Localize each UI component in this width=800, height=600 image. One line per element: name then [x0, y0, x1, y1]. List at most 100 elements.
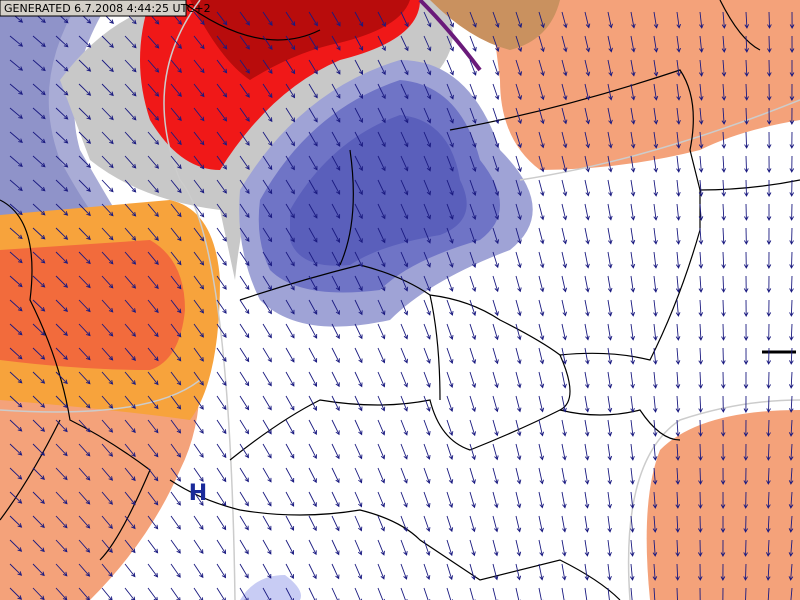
wind-arrow — [32, 179, 46, 192]
wind-arrow — [124, 371, 136, 385]
wind-arrow — [538, 155, 545, 173]
wind-arrow — [9, 563, 23, 576]
wind-arrow — [561, 371, 567, 389]
wind-arrow — [239, 491, 249, 507]
wind-arrow — [675, 419, 681, 437]
wind-arrow — [423, 275, 431, 292]
header-box — [0, 0, 187, 17]
wind-arrow — [744, 83, 749, 101]
wind-arrow — [766, 491, 771, 509]
wind-arrow — [515, 83, 523, 101]
wind-arrow — [400, 419, 408, 436]
wind-arrow — [653, 179, 658, 197]
wind-arrow — [400, 155, 409, 172]
wind-arrow — [698, 83, 704, 101]
wind-arrow — [469, 587, 476, 600]
wind-arrow — [790, 587, 793, 600]
wind-arrow — [193, 251, 205, 266]
wind-arrow — [788, 443, 794, 461]
wind-arrow — [607, 467, 613, 485]
wind-arrow — [630, 107, 636, 125]
wind-arrow — [331, 83, 341, 99]
wind-arrow — [538, 299, 545, 317]
wind-arrow — [400, 443, 408, 460]
wind-arrow — [630, 59, 636, 77]
wind-arrow — [124, 443, 136, 458]
wind-arrow — [469, 323, 477, 341]
wind-arrow — [675, 467, 681, 485]
wind-arrow — [423, 299, 431, 316]
wind-arrow — [170, 107, 182, 122]
wind-arrow — [538, 443, 545, 461]
wind-arrow — [423, 11, 432, 28]
wind-arrow — [354, 539, 363, 556]
wind-arrow — [55, 35, 69, 48]
wind-arrow — [446, 251, 454, 268]
wind-arrow — [78, 227, 91, 241]
wind-arrow — [400, 275, 409, 292]
wind-arrow — [193, 35, 205, 50]
wind-arrow — [170, 443, 182, 458]
wind-arrow — [630, 179, 636, 197]
wind-arrow — [354, 275, 363, 292]
wind-arrow — [216, 275, 227, 290]
wind-arrow — [630, 323, 636, 341]
wind-arrow — [744, 155, 749, 173]
wind-arrow — [492, 419, 499, 437]
wind-arrow — [262, 59, 273, 75]
wind-arrow — [216, 371, 227, 387]
wind-arrow — [239, 371, 250, 387]
wind-arrow — [101, 227, 114, 241]
wind-arrow — [767, 59, 772, 77]
wind-arrow — [675, 491, 681, 509]
wind-arrow — [788, 539, 794, 557]
wind-arrow — [193, 179, 205, 194]
wind-arrow — [789, 155, 795, 173]
wind-arrow — [377, 131, 386, 148]
wind-arrow — [216, 587, 226, 600]
wind-arrow — [515, 563, 522, 581]
wind-arrow — [216, 323, 227, 338]
wind-arrow — [400, 299, 409, 316]
wind-arrow — [78, 395, 91, 409]
wind-arrow — [561, 83, 568, 101]
wind-arrow — [743, 443, 749, 461]
wind-arrow — [9, 275, 23, 288]
wind-arrow — [331, 443, 340, 460]
wind-arrow — [354, 467, 363, 484]
wind-arrow — [331, 299, 340, 316]
wind-arrow — [170, 35, 182, 49]
wind-arrow — [354, 371, 363, 388]
wind-arrow — [147, 59, 160, 73]
wind-arrow — [515, 419, 522, 437]
wind-arrow — [584, 59, 591, 77]
wind-arrow — [285, 467, 295, 483]
wind-arrow — [561, 539, 567, 557]
wind-arrow — [400, 491, 408, 508]
wind-arrow — [147, 347, 159, 362]
wind-arrow — [515, 371, 522, 389]
wind-arrow — [607, 179, 613, 197]
wind-arrow — [32, 371, 46, 384]
wind-arrow — [538, 227, 545, 245]
wind-arrow — [721, 131, 727, 149]
wind-arrow — [446, 395, 454, 413]
wind-arrow — [492, 323, 499, 341]
wind-arrow — [170, 179, 182, 194]
wind-arrow — [423, 515, 431, 532]
wind-arrow — [170, 563, 181, 578]
wind-arrow — [446, 299, 454, 316]
wind-arrow — [124, 83, 137, 97]
wind-arrow — [652, 467, 658, 485]
wind-arrow — [607, 275, 613, 293]
border — [0, 199, 151, 561]
wind-arrow — [492, 131, 500, 149]
wind-arrow — [101, 491, 113, 505]
wind-arrow — [561, 467, 567, 485]
wind-arrow — [538, 251, 545, 269]
wind-arrow — [492, 563, 499, 581]
wind-arrow — [32, 251, 46, 264]
wind-arrow — [446, 11, 455, 28]
wind-arrow — [698, 299, 704, 317]
wind-arrow — [9, 419, 23, 432]
